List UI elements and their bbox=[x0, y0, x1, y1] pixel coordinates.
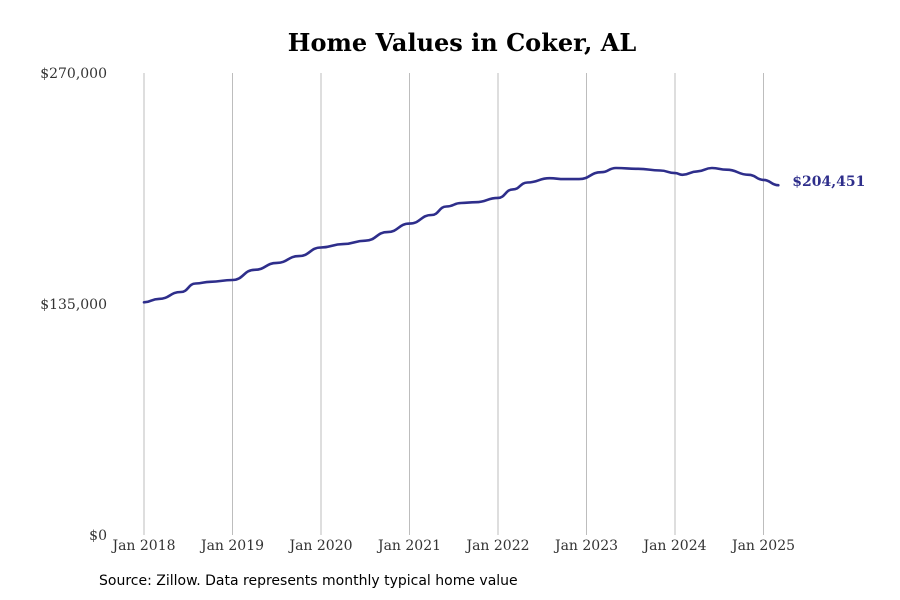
x-tick-label: Jan 2020 bbox=[287, 538, 352, 554]
chart-title: Home Values in Coker, AL bbox=[287, 28, 637, 57]
source-note: Source: Zillow. Data represents monthly … bbox=[99, 573, 518, 589]
x-tick-label: Jan 2018 bbox=[110, 538, 175, 554]
x-tick-label: Jan 2021 bbox=[376, 538, 441, 554]
y-tick-label: $135,000 bbox=[40, 297, 107, 313]
y-tick-label: $0 bbox=[89, 528, 107, 544]
x-tick-label: Jan 2024 bbox=[641, 538, 706, 554]
x-tick-label: Jan 2022 bbox=[464, 538, 529, 554]
y-tick-label: $270,000 bbox=[40, 66, 107, 82]
x-tick-label: Jan 2019 bbox=[199, 538, 264, 554]
x-tick-label: Jan 2023 bbox=[553, 538, 618, 554]
end-value-label: $204,451 bbox=[792, 174, 865, 190]
series-line bbox=[142, 166, 780, 304]
x-tick-label: Jan 2025 bbox=[730, 538, 795, 554]
